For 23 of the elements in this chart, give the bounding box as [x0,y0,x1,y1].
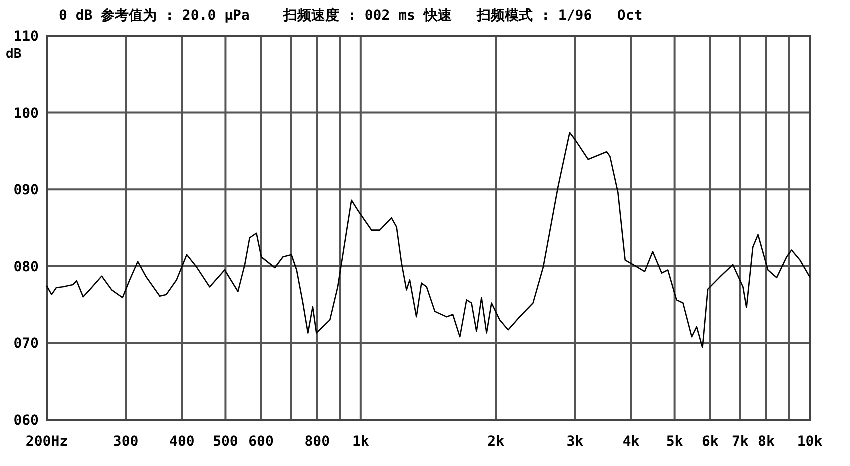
x-tick-label: 2k [488,434,506,450]
y-tick-label: 110 [14,29,39,45]
x-tick-label: 200Hz [26,434,68,450]
x-tick-label: 600 [248,434,274,450]
y-tick-label: 060 [14,413,39,429]
x-tick-label: 300 [113,434,139,450]
y-tick-label: 100 [14,106,39,122]
x-tick-label: 5k [666,434,684,450]
y-tick-label: 090 [14,182,39,199]
x-tick-label: 3k [566,434,584,450]
y-tick-label: 080 [14,259,39,276]
x-tick-label: 7k [732,434,750,450]
x-tick-label: 400 [170,434,195,450]
x-tick-label: 8k [758,434,776,450]
chart-title: 0 dB 参考值为 : 20.0 μPa 扫频速度 : 002 ms 快速 扫频模式 : 1/96 Oct [59,7,643,24]
x-tick-label: 500 [213,434,238,450]
y-axis-title: dB [6,47,22,62]
x-tick-label: 10k [797,434,824,450]
x-tick-label: 4k [622,434,640,450]
x-tick-label: 800 [304,434,330,450]
y-tick-label: 070 [14,336,39,352]
x-tick-label: 6k [702,434,720,450]
x-tick-label: 1k [352,434,370,450]
